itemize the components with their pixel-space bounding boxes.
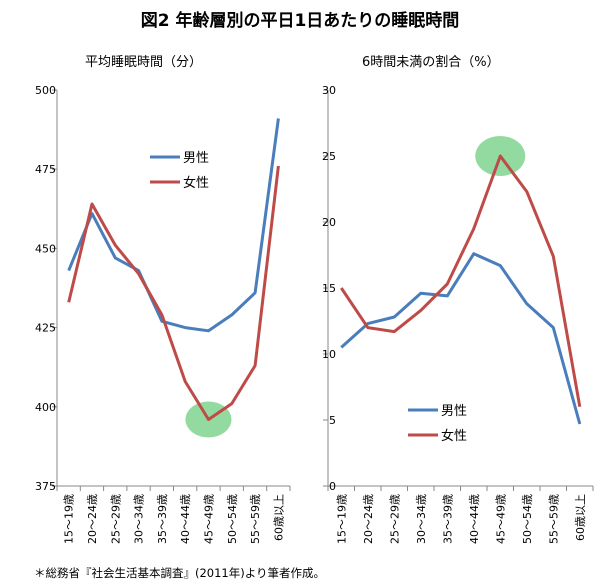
chart-subtitle: 6時間未満の割合（%） [362, 54, 500, 70]
footnote: ＊総務省『社会生活基本調査』(2011年)より筆者作成。 [34, 566, 326, 580]
x-tick-label: 30〜34歳 [133, 494, 146, 544]
x-tick-label: 35〜39歳 [156, 494, 169, 544]
y-tick-label: 475 [35, 163, 56, 176]
x-tick-label: 50〜54歳 [226, 494, 239, 544]
x-tick-label: 20〜24歳 [86, 494, 99, 544]
y-tick-label: 25 [322, 150, 336, 163]
x-tick-label: 55〜59歳 [249, 494, 262, 544]
series-line-male [340, 252, 582, 425]
x-tick-label: 60歳以上 [574, 494, 587, 541]
main-title: 図2 年齢層別の平日1日あたりの睡眠時間 [140, 11, 460, 31]
y-tick-label: 20 [322, 216, 336, 229]
legend-label-female: 女性 [183, 175, 209, 191]
series-line-female [67, 165, 280, 421]
x-tick-label: 30〜34歳 [415, 494, 428, 544]
x-tick-label: 45〜49歳 [494, 494, 507, 544]
x-tick-label: 15〜19歳 [335, 494, 348, 544]
y-tick-label: 400 [35, 401, 56, 414]
x-tick-label: 20〜24歳 [362, 494, 375, 544]
legend-label-male: 男性 [441, 404, 467, 419]
chart-average-sleep: 平均睡眠時間（分） 375 400 425 450 475 500 15〜19歳 20〜24歳 2… [35, 55, 291, 544]
legend-label-female: 女性 [441, 428, 467, 444]
x-tick-label: 35〜39歳 [441, 494, 454, 544]
y-tick-label: 425 [35, 322, 56, 335]
x-tick-label: 45〜49歳 [202, 494, 215, 544]
x-tick-label: 40〜44歳 [468, 494, 481, 544]
x-tick-label: 60歳以上 [272, 494, 285, 541]
x-tick-label: 25〜29歳 [109, 494, 122, 544]
x-tick-label: 15〜19歳 [63, 494, 76, 544]
x-tick-label: 40〜44歳 [179, 494, 192, 544]
y-tick-label: 30 [322, 84, 336, 97]
y-tick-label: 375 [35, 480, 56, 493]
y-tick-label: 10 [322, 348, 336, 361]
chart-under-6h-ratio: 6時間未満の割合（%） 0 5 10 15 20 25 30 15〜19歳 20〜24歳 25〜29… [322, 54, 594, 544]
y-tick-label: 5 [329, 414, 336, 427]
series-line-female [340, 154, 582, 408]
y-tick-label: 0 [329, 480, 336, 493]
x-tick-label: 25〜29歳 [388, 494, 401, 544]
chart-subtitle: 平均睡眠時間（分） [85, 55, 202, 70]
y-tick-label: 15 [322, 282, 336, 295]
legend-label-male: 男性 [183, 151, 209, 166]
x-tick-label: 55〜59歳 [547, 494, 560, 544]
y-tick-label: 450 [35, 242, 56, 255]
y-tick-label: 500 [35, 84, 56, 97]
x-tick-label: 50〜54歳 [521, 494, 534, 544]
series-line-male [67, 118, 280, 333]
